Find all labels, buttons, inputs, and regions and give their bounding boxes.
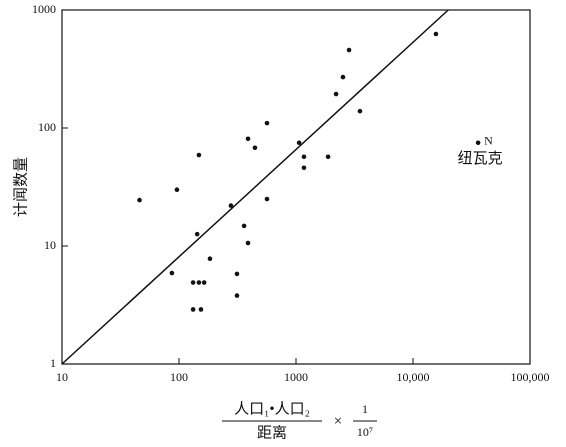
y-tick-label: 1 (50, 356, 56, 370)
point (174, 187, 180, 192)
point (264, 196, 270, 202)
point (198, 307, 204, 312)
x-label-times: × (334, 413, 342, 429)
point (301, 165, 307, 171)
point (301, 154, 307, 160)
x-tick-label: 1000 (284, 370, 308, 384)
y-tick-label: 10 (44, 238, 56, 252)
y-tick-label: 1000 (32, 2, 56, 16)
plot-frame (61, 9, 531, 365)
point (194, 231, 200, 237)
x-tick-label: 10 (56, 370, 68, 384)
point (196, 152, 202, 158)
x-label-denominator: 距离 (257, 424, 287, 441)
point (333, 91, 339, 97)
point (207, 256, 213, 262)
point (475, 140, 481, 146)
point (245, 136, 251, 142)
point (241, 223, 247, 229)
point (169, 270, 175, 276)
x-tick-label: 100,000 (511, 370, 550, 384)
point (201, 280, 207, 285)
x-label-numerator: 人口₁•人口₂ (234, 400, 310, 417)
x-label-factor-numerator: 1 (362, 402, 368, 416)
point (190, 307, 196, 312)
point (357, 108, 363, 114)
point (340, 74, 346, 80)
x-tick-label: 100 (170, 370, 188, 384)
point (137, 197, 142, 203)
point (252, 145, 258, 151)
y-tick-label: 100 (38, 120, 56, 134)
point (346, 47, 352, 53)
point (190, 280, 196, 285)
point (228, 203, 234, 208)
fit-line (61, 9, 449, 365)
point (296, 140, 302, 146)
point (196, 280, 202, 285)
point (234, 293, 240, 298)
y-axis-label: 计闻数量 (12, 157, 29, 217)
point (325, 154, 331, 160)
point (245, 240, 251, 246)
annotation: 纽瓦克 (458, 150, 503, 167)
x-tick-label: 10,000 (397, 370, 430, 384)
annotation: N (484, 133, 493, 147)
point (264, 120, 270, 126)
point (433, 31, 439, 37)
x-label-factor-denominator: 10⁷ (357, 425, 373, 439)
point (234, 271, 240, 277)
